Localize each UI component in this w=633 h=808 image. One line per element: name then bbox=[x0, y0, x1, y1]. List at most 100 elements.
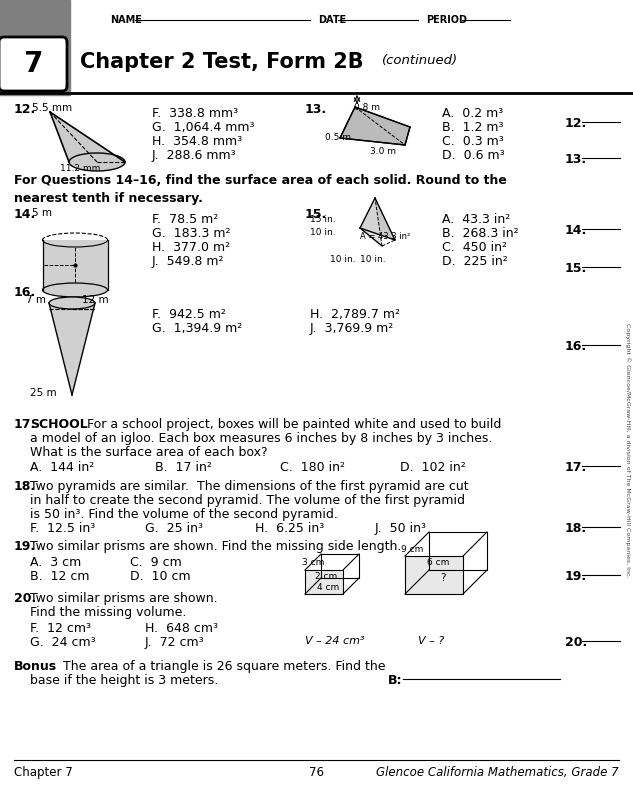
Text: a model of an igloo. Each box measures 6 inches by 8 inches by 3 inches.: a model of an igloo. Each box measures 6… bbox=[30, 432, 492, 445]
Text: 9 cm: 9 cm bbox=[401, 545, 423, 554]
Text: A.  144 in²: A. 144 in² bbox=[30, 461, 94, 474]
Text: G.  1,394.9 m²: G. 1,394.9 m² bbox=[152, 322, 242, 335]
Text: DATE: DATE bbox=[318, 15, 346, 25]
Text: 20.: 20. bbox=[14, 592, 36, 605]
Text: 6 cm: 6 cm bbox=[427, 558, 449, 567]
Text: 4 cm: 4 cm bbox=[317, 583, 339, 592]
Text: C.  180 in²: C. 180 in² bbox=[280, 461, 345, 474]
Text: G.  183.3 m²: G. 183.3 m² bbox=[152, 227, 230, 240]
Text: B:: B: bbox=[388, 674, 403, 687]
Text: 2 cm: 2 cm bbox=[315, 572, 337, 581]
Text: 3 cm: 3 cm bbox=[302, 558, 324, 567]
Text: For a school project, boxes will be painted white and used to build: For a school project, boxes will be pain… bbox=[83, 418, 501, 431]
Text: Chapter 7: Chapter 7 bbox=[14, 766, 73, 779]
Text: 14.: 14. bbox=[14, 208, 36, 221]
Text: J.  288.6 mm³: J. 288.6 mm³ bbox=[152, 149, 237, 162]
Text: 12 m: 12 m bbox=[82, 295, 109, 305]
Text: 19.: 19. bbox=[14, 540, 36, 553]
Text: B.  12 cm: B. 12 cm bbox=[30, 570, 89, 583]
Text: 20.: 20. bbox=[565, 636, 587, 649]
Text: F.  12 cm³: F. 12 cm³ bbox=[30, 622, 91, 635]
Bar bbox=[0, 0, 70, 95]
Text: Copyright © Glencoe/McGraw-Hill, a division of The McGraw-Hill Companies, Inc.: Copyright © Glencoe/McGraw-Hill, a divis… bbox=[625, 322, 631, 577]
Text: What is the surface area of each box?: What is the surface area of each box? bbox=[30, 446, 268, 459]
Text: J.  549.8 m²: J. 549.8 m² bbox=[152, 255, 225, 268]
Bar bbox=[405, 556, 463, 594]
Ellipse shape bbox=[42, 283, 108, 297]
Text: J.  72 cm³: J. 72 cm³ bbox=[145, 636, 204, 649]
Text: 10 in.: 10 in. bbox=[330, 255, 356, 264]
Text: A.  43.3 in²: A. 43.3 in² bbox=[442, 213, 510, 226]
Text: B.  1.2 m³: B. 1.2 m³ bbox=[442, 121, 503, 134]
Bar bbox=[42, 240, 108, 290]
Bar bbox=[305, 570, 343, 594]
Text: 15 in.: 15 in. bbox=[310, 215, 335, 224]
Text: F.  338.8 mm³: F. 338.8 mm³ bbox=[152, 107, 238, 120]
Text: ?: ? bbox=[440, 573, 446, 583]
Ellipse shape bbox=[69, 153, 125, 171]
Text: Glencoe California Mathematics, Grade 7: Glencoe California Mathematics, Grade 7 bbox=[377, 766, 619, 779]
Text: A.  0.2 m³: A. 0.2 m³ bbox=[442, 107, 503, 120]
Text: 18.: 18. bbox=[565, 522, 587, 535]
Text: V – ?: V – ? bbox=[418, 636, 444, 646]
Text: Chapter 2 Test, Form 2B: Chapter 2 Test, Form 2B bbox=[80, 52, 363, 72]
Text: G.  25 in³: G. 25 in³ bbox=[145, 522, 203, 535]
Text: SCHOOL: SCHOOL bbox=[30, 418, 88, 431]
Text: 19.: 19. bbox=[565, 570, 587, 583]
FancyBboxPatch shape bbox=[0, 37, 67, 91]
Text: H.  377.0 m²: H. 377.0 m² bbox=[152, 241, 230, 254]
Polygon shape bbox=[340, 107, 410, 145]
Text: J.  50 in³: J. 50 in³ bbox=[375, 522, 427, 535]
Text: 25 m: 25 m bbox=[30, 388, 56, 398]
Text: 13.: 13. bbox=[565, 153, 587, 166]
Text: F.  942.5 m²: F. 942.5 m² bbox=[152, 308, 226, 321]
Text: 18.: 18. bbox=[14, 480, 36, 493]
Text: F.  12.5 in³: F. 12.5 in³ bbox=[30, 522, 95, 535]
Text: 15.: 15. bbox=[305, 208, 327, 221]
Polygon shape bbox=[49, 303, 95, 395]
Text: 17.: 17. bbox=[14, 418, 36, 431]
Text: Two similar prisms are shown. Find the missing side length.: Two similar prisms are shown. Find the m… bbox=[30, 540, 401, 553]
Text: 17.: 17. bbox=[565, 461, 587, 474]
Text: 13.: 13. bbox=[305, 103, 327, 116]
Text: A.  3 cm: A. 3 cm bbox=[30, 556, 81, 569]
Text: D.  102 in²: D. 102 in² bbox=[400, 461, 466, 474]
Text: 15.: 15. bbox=[565, 262, 587, 275]
Text: F.  78.5 m²: F. 78.5 m² bbox=[152, 213, 218, 226]
Text: (continued): (continued) bbox=[382, 54, 458, 67]
Text: 0.5 m: 0.5 m bbox=[325, 133, 351, 142]
Text: 7: 7 bbox=[23, 50, 42, 78]
Text: H.  2,789.7 m²: H. 2,789.7 m² bbox=[310, 308, 400, 321]
Text: J.  3,769.9 m²: J. 3,769.9 m² bbox=[310, 322, 394, 335]
Text: H.  648 cm³: H. 648 cm³ bbox=[145, 622, 218, 635]
Text: 7 m: 7 m bbox=[26, 295, 46, 305]
Text: Two similar prisms are shown.: Two similar prisms are shown. bbox=[30, 592, 218, 605]
Text: 10 in.: 10 in. bbox=[310, 228, 335, 237]
Text: 3.0 m: 3.0 m bbox=[370, 147, 396, 156]
Text: Two pyramids are similar.  The dimensions of the first pyramid are cut: Two pyramids are similar. The dimensions… bbox=[30, 480, 468, 493]
Text: 5.5 mm: 5.5 mm bbox=[32, 103, 72, 113]
Text: 76: 76 bbox=[308, 766, 323, 779]
Text: V – 24 cm³: V – 24 cm³ bbox=[305, 636, 365, 646]
Text: in half to create the second pyramid. The volume of the first pyramid: in half to create the second pyramid. Th… bbox=[30, 494, 465, 507]
Text: D.  225 in²: D. 225 in² bbox=[442, 255, 508, 268]
Text: B.  17 in²: B. 17 in² bbox=[155, 461, 212, 474]
Text: NAME: NAME bbox=[110, 15, 142, 25]
Text: 16.: 16. bbox=[14, 286, 36, 299]
Text: D.  0.6 m³: D. 0.6 m³ bbox=[442, 149, 505, 162]
Text: 11.2 mm: 11.2 mm bbox=[60, 164, 101, 173]
Text: The area of a triangle is 26 square meters. Find the: The area of a triangle is 26 square mete… bbox=[55, 660, 385, 673]
Text: 10 in.: 10 in. bbox=[360, 255, 385, 264]
Text: PERIOD: PERIOD bbox=[426, 15, 467, 25]
Text: C.  9 cm: C. 9 cm bbox=[130, 556, 182, 569]
Text: B.  268.3 in²: B. 268.3 in² bbox=[442, 227, 518, 240]
Text: base if the height is 3 meters.: base if the height is 3 meters. bbox=[30, 674, 218, 687]
Text: Bonus: Bonus bbox=[14, 660, 57, 673]
Text: For Questions 14–16, find the surface area of each solid. Round to the
nearest t: For Questions 14–16, find the surface ar… bbox=[14, 174, 507, 205]
Text: is 50 in³. Find the volume of the second pyramid.: is 50 in³. Find the volume of the second… bbox=[30, 508, 338, 521]
Text: 5 m: 5 m bbox=[32, 208, 52, 218]
Text: G.  24 cm³: G. 24 cm³ bbox=[30, 636, 96, 649]
Polygon shape bbox=[360, 198, 382, 246]
Text: A = 43.3 in²: A = 43.3 in² bbox=[360, 232, 410, 241]
Text: 12.: 12. bbox=[565, 117, 587, 130]
